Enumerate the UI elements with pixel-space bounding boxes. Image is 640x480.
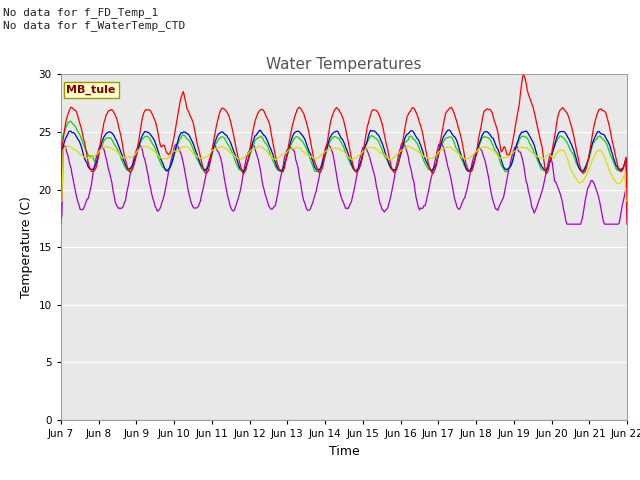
Text: No data for f_WaterTemp_CTD: No data for f_WaterTemp_CTD	[3, 20, 186, 31]
Y-axis label: Temperature (C): Temperature (C)	[20, 196, 33, 298]
Text: No data for f_FD_Temp_1: No data for f_FD_Temp_1	[3, 7, 159, 18]
Text: MB_tule: MB_tule	[67, 85, 116, 95]
Legend: FR_temp_A, FR_temp_B, FR_temp_C, WaterT, CondTemp, MDTemp_A: FR_temp_A, FR_temp_B, FR_temp_C, WaterT,…	[68, 479, 620, 480]
Title: Water Temperatures: Water Temperatures	[266, 57, 422, 72]
X-axis label: Time: Time	[328, 444, 360, 457]
